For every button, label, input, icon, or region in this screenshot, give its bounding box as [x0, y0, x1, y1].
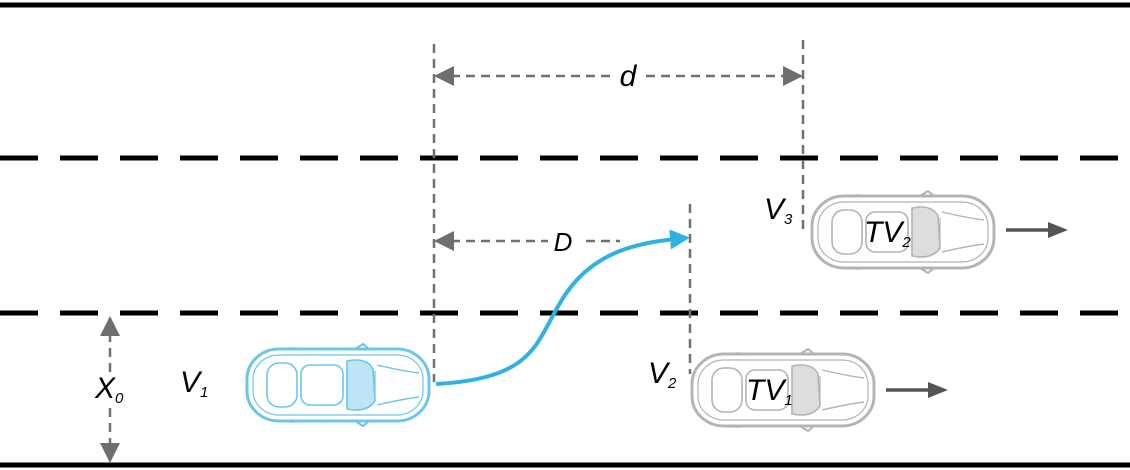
lane-change-trajectory: [435, 229, 690, 386]
target-vehicle-1-speed-label: V2: [648, 357, 677, 392]
distance-d-label: d: [620, 60, 638, 93]
ego-vehicle-label: V1: [180, 366, 208, 401]
ego-vehicle-icon: [245, 342, 431, 428]
target-vehicle-2-label: TV2: [864, 216, 911, 251]
lateral-offset-label: X0: [94, 372, 124, 407]
target-vehicle-1-motion-arrow-icon: [886, 382, 948, 398]
target-vehicle-2-icon: [810, 189, 996, 275]
target-vehicle-2-motion-arrow-icon: [1006, 222, 1068, 238]
target-vehicle-1-label: TV1: [746, 374, 793, 409]
target-vehicle-2-speed-label: V3: [764, 193, 793, 228]
distance-D-label: D: [554, 227, 573, 257]
